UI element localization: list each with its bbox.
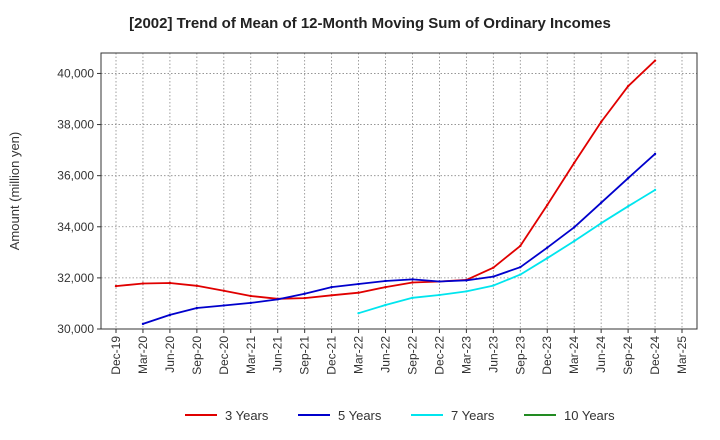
data-point-5-years: [249, 301, 252, 305]
y-tick-label: 34,000: [57, 220, 94, 234]
data-point-3-years: [546, 203, 549, 207]
data-point-3-years: [330, 294, 333, 297]
data-point-3-years: [599, 120, 603, 124]
data-point-3-years: [141, 282, 145, 285]
data-point-5-years: [546, 246, 549, 249]
legend: 3 Years 5 Years 7 Years 10 Years: [185, 408, 615, 423]
data-point-7-years: [599, 222, 603, 225]
y-axis-label: Amount (million yen): [7, 132, 22, 251]
y-tick-label: 36,000: [57, 169, 94, 183]
data-point-5-years: [384, 279, 387, 283]
legend-label-7-years: 7 Years: [451, 408, 495, 423]
y-tick-label: 32,000: [57, 271, 94, 285]
data-point-3-years: [572, 161, 576, 165]
x-tick-label: Mar-22: [352, 336, 366, 374]
data-point-5-years: [465, 279, 468, 282]
x-tick-label: Sep-23: [513, 336, 527, 375]
x-tick-label: Jun-21: [271, 336, 285, 373]
x-tick-label: Mar-25: [675, 336, 689, 374]
data-point-3-years: [653, 59, 657, 62]
x-tick-label: Sep-22: [405, 336, 419, 375]
series-line-7-years: [357, 189, 656, 315]
y-tick-label: 38,000: [57, 118, 94, 132]
data-point-5-years: [168, 313, 172, 317]
data-point-7-years: [411, 296, 414, 300]
data-point-7-years: [492, 284, 495, 287]
x-tick-label: Mar-20: [136, 336, 150, 374]
data-point-3-years: [384, 285, 387, 289]
data-point-3-years: [492, 266, 495, 269]
data-point-7-years: [572, 239, 576, 243]
x-tick-label: Mar-24: [567, 336, 581, 374]
x-tick-label: Mar-23: [459, 336, 473, 374]
data-point-5-years: [626, 177, 630, 180]
data-point-5-years: [411, 278, 414, 281]
data-point-5-years: [492, 275, 495, 278]
x-tick-label: Dec-24: [648, 336, 662, 375]
data-point-3-years: [411, 281, 414, 284]
data-point-7-years: [357, 311, 360, 315]
x-tick-label: Mar-21: [244, 336, 258, 374]
data-point-5-years: [303, 292, 306, 295]
chart-title: [2002] Trend of Mean of 12-Month Moving …: [129, 15, 611, 32]
data-point-5-years: [141, 322, 145, 326]
x-tick-label: Jun-20: [163, 336, 177, 373]
data-point-5-years: [653, 152, 657, 156]
data-point-3-years: [357, 291, 360, 294]
data-point-3-years: [519, 244, 522, 248]
series-group: [114, 59, 657, 326]
series-line-5-years: [142, 153, 656, 325]
data-point-5-years: [195, 306, 199, 310]
data-point-5-years: [438, 280, 441, 283]
x-tick-label: Dec-23: [540, 336, 554, 375]
x-tick-label: Dec-20: [217, 336, 231, 375]
x-tick-label: Dec-21: [325, 336, 339, 375]
data-point-3-years: [222, 289, 226, 292]
data-point-7-years: [384, 303, 387, 307]
data-point-5-years: [599, 201, 603, 204]
data-point-5-years: [519, 265, 522, 269]
data-point-5-years: [330, 285, 333, 289]
data-point-5-years: [357, 282, 360, 286]
x-tick-label: Dec-22: [432, 336, 446, 375]
data-point-3-years: [303, 296, 306, 300]
data-point-3-years: [249, 294, 252, 298]
plot-area: [101, 53, 697, 329]
data-point-7-years: [626, 205, 630, 208]
data-point-3-years: [626, 85, 630, 88]
data-point-7-years: [519, 273, 522, 276]
x-tick-label: Jun-22: [379, 336, 393, 373]
data-point-5-years: [276, 298, 279, 301]
data-point-7-years: [546, 257, 549, 260]
x-axis: Dec-19 Mar-20 Jun-20 Sep-20 Dec-20 Mar-21 Jun-…: [109, 329, 689, 375]
legend-label-10-years: 10 Years: [564, 408, 615, 423]
data-point-7-years: [653, 188, 657, 192]
y-axis: 30,000 32,000 34,000 36,000 38,000 40,000: [57, 66, 101, 336]
y-tick-label: 40,000: [57, 66, 94, 80]
plot-frame: [100, 52, 698, 330]
data-point-3-years: [114, 284, 118, 288]
legend-label-5-years: 5 Years: [338, 408, 382, 423]
data-point-5-years: [222, 304, 226, 307]
x-tick-label: Sep-24: [621, 336, 635, 375]
legend-label-3-years: 3 Years: [225, 408, 269, 423]
x-tick-label: Sep-20: [190, 336, 204, 375]
data-point-5-years: [572, 226, 576, 229]
x-tick-label: Jun-24: [594, 336, 608, 373]
data-point-3-years: [168, 281, 172, 285]
x-tick-label: Dec-19: [109, 336, 123, 375]
data-point-3-years: [195, 284, 199, 288]
data-point-7-years: [438, 293, 441, 297]
y-tick-label: 30,000: [57, 322, 94, 336]
x-tick-label: Sep-21: [298, 336, 312, 375]
x-tick-label: Jun-23: [486, 336, 500, 373]
data-point-7-years: [465, 290, 468, 293]
